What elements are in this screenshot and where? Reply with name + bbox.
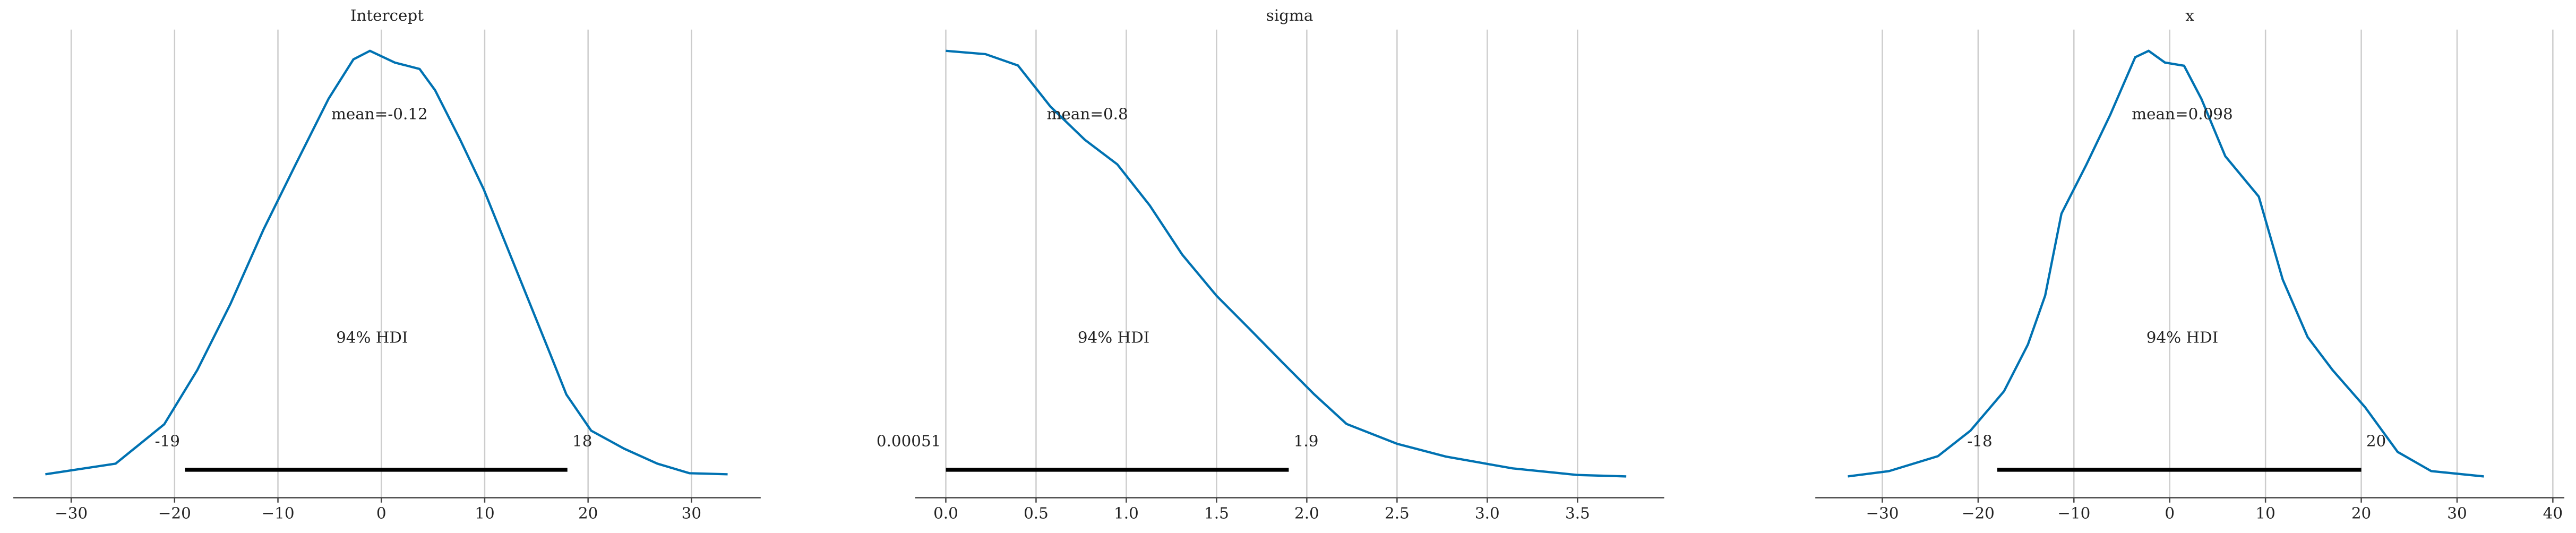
- hdi-label: 94% HDI: [1078, 328, 1149, 346]
- x-tick-label: 20: [578, 504, 598, 522]
- panel-title: Intercept: [350, 6, 424, 24]
- hdi-label: 94% HDI: [2146, 328, 2218, 346]
- x-tick-label: 0: [2165, 504, 2175, 522]
- mean-label: mean=0.098: [2132, 105, 2232, 123]
- x-tick-label: 2.0: [1294, 504, 1319, 522]
- x-tick-label: 0: [376, 504, 387, 522]
- density-curve: [946, 49, 1627, 478]
- panel: sigma 0.0 0.5 1.0 1.5 2.0 2.5 3.0 3.5 0.00051 1.9 9…: [877, 6, 1664, 522]
- hdi-label: 94% HDI: [336, 328, 408, 346]
- x-tick-label: 30: [682, 504, 701, 522]
- hdi-high-label: 18: [572, 432, 592, 450]
- x-tick-label: −30: [1866, 504, 1899, 522]
- x-tick-label: 1.0: [1114, 504, 1139, 522]
- x-tick-label: 0.5: [1024, 504, 1049, 522]
- hdi-low-label: -18: [1967, 432, 1992, 450]
- panel: Intercept −30 −20 −10 0 10 20 30 -19 18 94% HDI mea…: [13, 6, 761, 522]
- x-tick-label: −20: [1962, 504, 1995, 522]
- x-tick-label: 30: [2447, 504, 2467, 522]
- x-tick-label: −30: [55, 504, 88, 522]
- mean-label: mean=-0.12: [331, 105, 428, 123]
- x-tick-label: 20: [2351, 504, 2371, 522]
- x-tick-label: 3.0: [1475, 504, 1500, 522]
- hdi-high-label: 1.9: [1294, 432, 1319, 450]
- x-tick-label: −20: [158, 504, 191, 522]
- mean-label: mean=0.8: [1047, 105, 1128, 123]
- panel: x −30 −20 −10 0 10 20 30 40 -18 20 94% HDI mean=0.09…: [1815, 6, 2565, 522]
- density-curve: [45, 49, 728, 476]
- hdi-high-label: 20: [2366, 432, 2386, 450]
- x-tick-label: −10: [262, 504, 295, 522]
- x-tick-label: 3.5: [1565, 504, 1590, 522]
- x-tick-label: 2.5: [1385, 504, 1410, 522]
- x-tick-label: 1.5: [1204, 504, 1229, 522]
- x-tick-label: 0.0: [933, 504, 958, 522]
- panel-title: x: [2185, 6, 2194, 24]
- panel-title: sigma: [1266, 6, 1313, 24]
- hdi-low-label: 0.00051: [877, 432, 941, 450]
- density-curve: [1848, 49, 2484, 478]
- x-tick-label: 10: [475, 504, 494, 522]
- x-tick-label: 10: [2255, 504, 2275, 522]
- hdi-low-label: -19: [155, 432, 180, 450]
- x-tick-label: −10: [2057, 504, 2090, 522]
- x-tick-label: 40: [2543, 504, 2563, 522]
